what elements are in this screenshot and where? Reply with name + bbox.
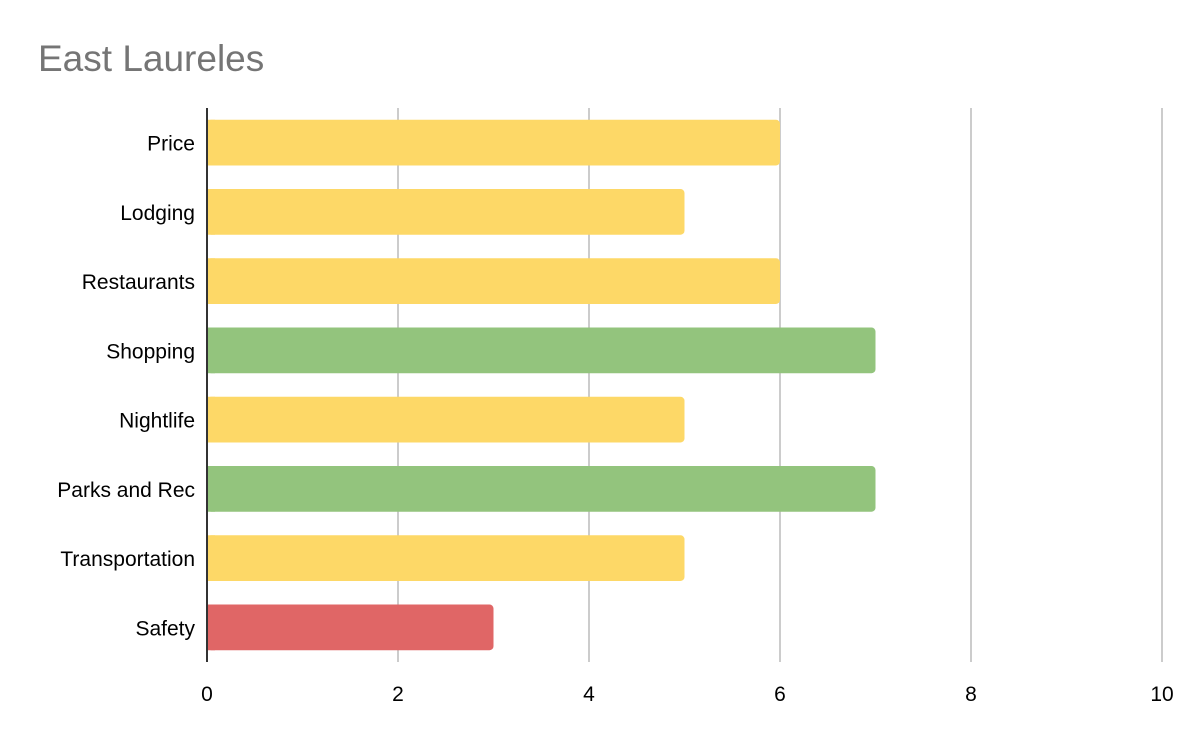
bar-edge: [207, 189, 215, 235]
x-tick-label: 0: [201, 683, 213, 706]
category-label: Lodging: [120, 202, 195, 225]
bar-restaurants: [207, 258, 780, 304]
bars: [207, 119, 876, 651]
bar-transportation: [207, 535, 685, 581]
x-tick-label: 8: [965, 683, 977, 706]
bar-edge: [207, 258, 215, 304]
category-label: Restaurants: [82, 271, 195, 294]
x-tick-label: 4: [583, 683, 595, 706]
chart-title: East Laureles: [38, 38, 265, 79]
bar-edge: [207, 119, 215, 166]
bar-nightlife: [207, 396, 685, 443]
bar-shopping: [207, 327, 876, 374]
bar-edge: [207, 535, 215, 581]
bar-lodging: [207, 189, 685, 235]
x-tick-label: 6: [774, 683, 786, 706]
bar-edge: [207, 396, 215, 443]
bar-edge: [207, 604, 215, 651]
category-labels: Price Lodging Restaurants Shopping Nightlife…: [57, 133, 195, 641]
x-tick-label: 10: [1150, 683, 1173, 706]
category-label: Safety: [135, 617, 195, 640]
x-tick-labels: 0 2 4 6 8 10: [201, 683, 1174, 706]
bar-edge: [207, 466, 215, 512]
bar-price: [207, 119, 780, 166]
category-label: Shopping: [106, 340, 195, 363]
category-label: Transportation: [60, 548, 195, 571]
category-label: Parks and Rec: [57, 479, 195, 502]
category-label: Nightlife: [119, 410, 195, 433]
x-tick-label: 2: [392, 683, 404, 706]
bar-parks-and-rec: [207, 466, 876, 512]
category-label: Price: [147, 133, 195, 156]
bar-safety: [207, 604, 494, 651]
bar-edge: [207, 327, 215, 374]
